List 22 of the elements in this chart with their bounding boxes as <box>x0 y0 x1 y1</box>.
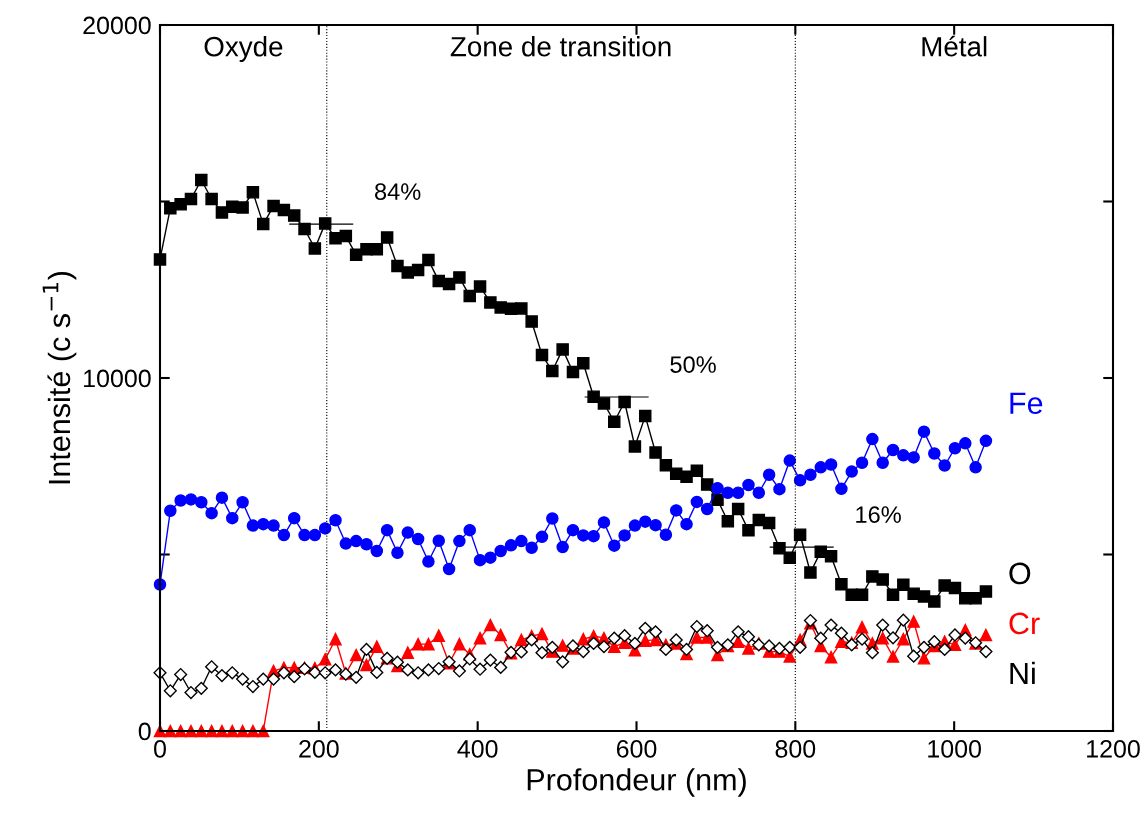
x-tick-label: 1200 <box>1087 739 1140 758</box>
x-axis-title: Profondeur (nm) <box>527 768 746 797</box>
y-tick-label: 10000 <box>84 369 151 388</box>
annotation: Métal <box>922 35 987 57</box>
annotation: 16% <box>856 506 901 523</box>
x-tick-label: 400 <box>457 739 498 758</box>
x-tick-label: 0 <box>154 739 166 758</box>
x-tick-label: 600 <box>616 739 657 758</box>
y-axis-title: Intensité (c s$^{−1}$) <box>42 272 77 484</box>
series-label: Cr <box>1009 612 1040 635</box>
legend-label: O <box>1009 562 1031 585</box>
series-label: Fe <box>1010 392 1043 415</box>
y-tick-label: 20000 <box>83 16 151 35</box>
series-label: Ni <box>1010 661 1035 684</box>
annotation: 50% <box>670 356 716 373</box>
annotation: Oxyde <box>204 36 283 63</box>
annotation: 84% <box>375 183 421 200</box>
y-tick-label: 0 <box>138 722 151 741</box>
x-tick-label: 800 <box>775 739 816 758</box>
x-tick-label: 200 <box>299 739 339 758</box>
x-tick-label: 1000 <box>928 739 981 758</box>
annotation: Zone de transition <box>450 36 671 57</box>
